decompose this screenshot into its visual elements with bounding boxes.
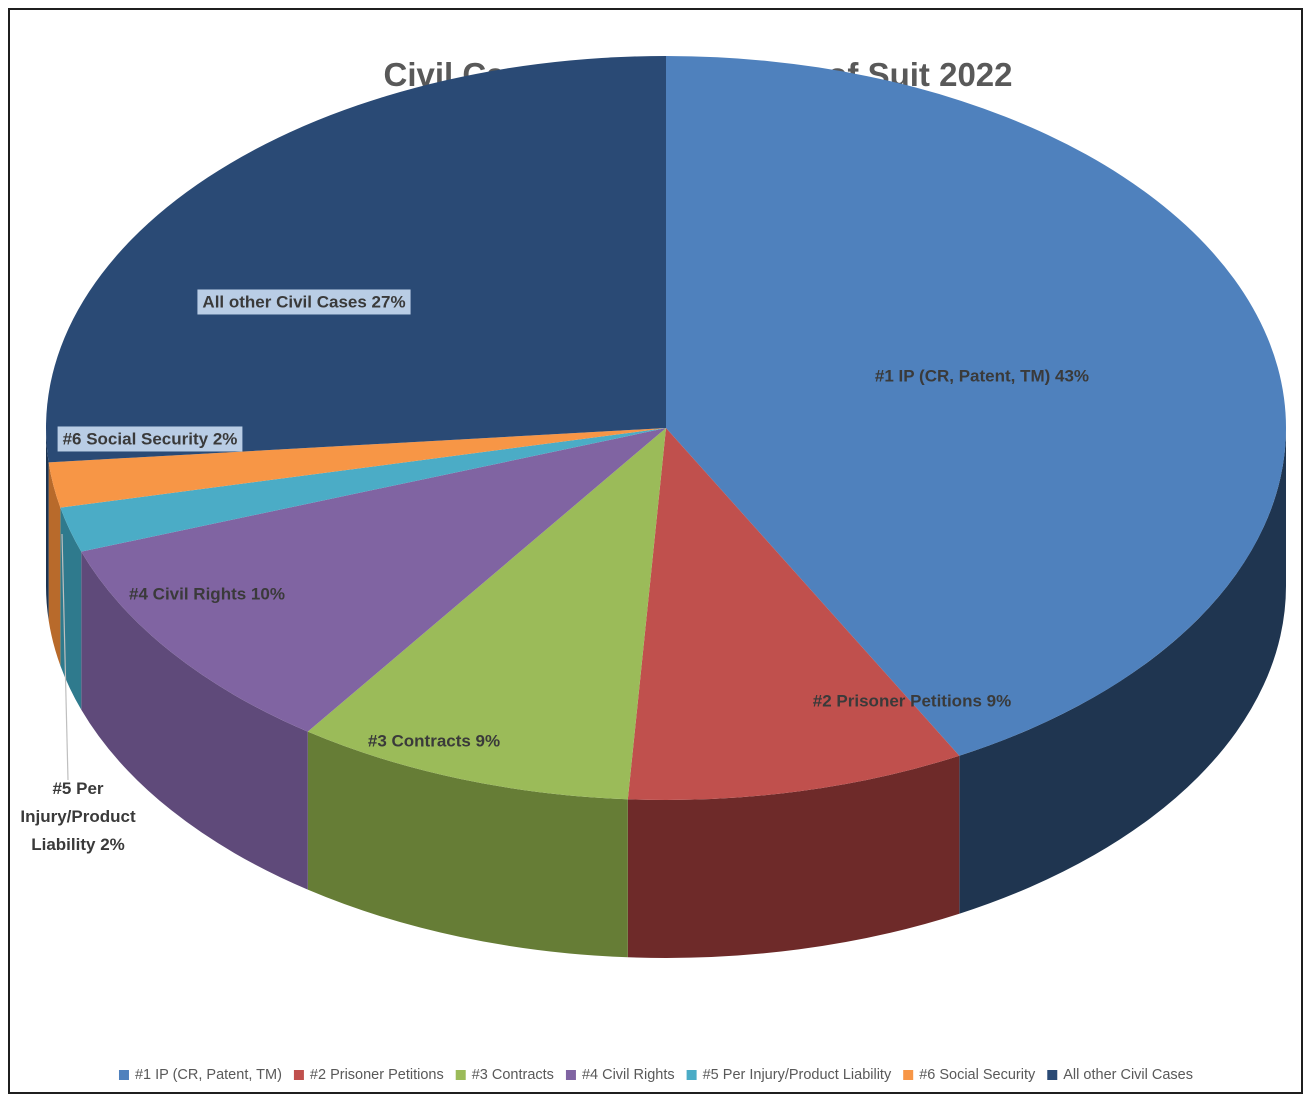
slice-label-prisoner-petitions: #2 Prisoner Petitions 9% [813,691,1011,710]
slice-label-contracts: #3 Contracts 9% [368,731,500,750]
slice-side-social-security [48,462,61,666]
legend-label: All other Civil Cases [1063,1067,1193,1083]
leader-line [61,533,69,781]
legend-label: #4 Civil Rights [582,1067,675,1083]
legend-label: #5 Per Injury/Product Liability [703,1067,892,1083]
legend-swatch-per-injury [686,1070,697,1080]
slice-ip [666,56,1287,756]
slice-social-security [48,428,666,508]
slice-label-text: #6 Social Security 2% [63,429,238,448]
slice-label-all-other: All other Civil Cases 27% [197,289,411,315]
legend-label: #6 Social Security [919,1067,1036,1083]
slice-side-ip [959,428,1286,914]
slice-side-all-other [45,428,49,621]
legend-swatch-prisoner-petitions [293,1070,304,1080]
slice-label-text: #2 Prisoner Petitions 9% [813,691,1011,710]
slice-side-civil-rights [81,551,308,890]
slice-label-text: #1 IP (CR, Patent, TM) 43% [875,366,1089,385]
legend-swatch-contracts [455,1070,466,1080]
legend-label: #3 Contracts [472,1067,554,1083]
legend-swatch-all-other [1047,1070,1058,1080]
slice-label-text: #4 Civil Rights 10% [129,584,285,603]
slice-side-contracts [307,731,628,958]
slice-label-civil-rights: #4 Civil Rights 10% [129,584,285,603]
legend-label: #2 Prisoner Petitions [310,1067,444,1083]
legend-swatch-social-security [903,1070,914,1080]
slice-contracts [307,428,666,800]
slice-label-text: All other Civil Cases 27% [202,292,405,311]
pie-slices [45,56,1287,958]
slice-labels: #1 IP (CR, Patent, TM) 43% #2 Prisoner Pe… [20,289,1089,854]
slice-label-line: Liability 2% [31,835,125,854]
legend-swatch-civil-rights [565,1070,576,1080]
slice-per-injury [60,428,667,552]
slice-label-text: #3 Contracts 9% [368,731,500,750]
chart-legend: #1 IP (CR, Patent, TM) #2 Prisoner Petiti… [118,1067,1193,1083]
slice-label-social-security: #6 Social Security 2% [57,426,243,452]
slice-prisoner-petitions [627,428,960,800]
legend-swatch-ip [118,1070,129,1080]
slice-label-per-injury: #5 Per Injury/Product Liability 2% [20,533,136,854]
slice-civil-rights [81,428,667,732]
slice-label-ip: #1 IP (CR, Patent, TM) 43% [875,366,1089,385]
slice-label-line: #5 Per [52,779,103,798]
legend-label: #1 IP (CR, Patent, TM) [135,1067,282,1083]
label-background [57,426,243,452]
slice-all-other [45,56,667,463]
slice-label-line: Injury/Product [20,807,136,826]
slice-side-prisoner-petitions [627,755,960,958]
label-background [197,289,411,315]
